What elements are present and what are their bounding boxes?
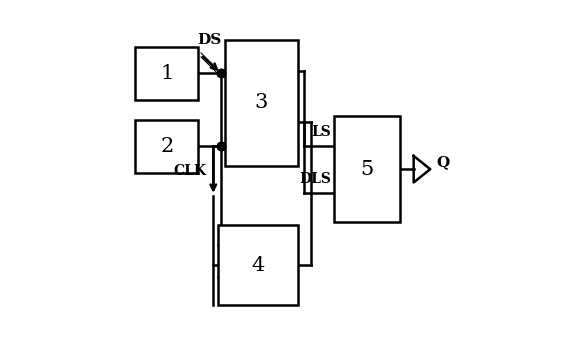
Text: DS: DS [197, 33, 221, 47]
Bar [218, 226, 298, 305]
Bar [135, 47, 199, 100]
Text: 5: 5 [361, 160, 374, 179]
Text: 2: 2 [160, 137, 174, 156]
Text: DLS: DLS [299, 172, 331, 186]
Text: LS: LS [311, 125, 331, 139]
Text: 3: 3 [255, 93, 268, 112]
Bar [135, 119, 199, 172]
Text: 4: 4 [251, 256, 265, 275]
Text: 1: 1 [160, 63, 174, 83]
Bar [225, 40, 298, 166]
Text: CLK: CLK [174, 164, 207, 178]
Bar [334, 116, 401, 222]
Text: Q: Q [437, 156, 450, 169]
